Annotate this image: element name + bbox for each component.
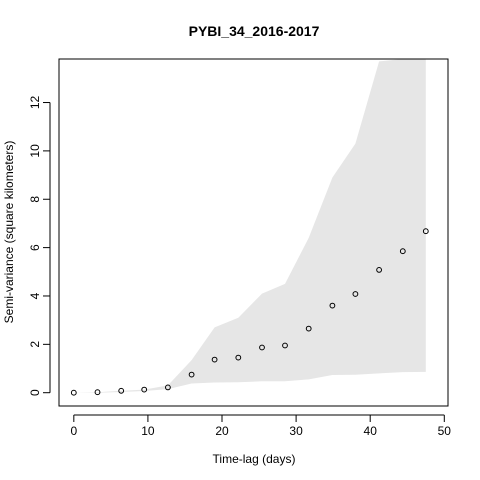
x-tick-label: 20 [215, 424, 229, 438]
semivariance-point [329, 302, 336, 309]
semivariance-point [422, 228, 429, 235]
y-axis-label: Semi-variance (square kilometers) [2, 141, 16, 324]
x-tick-label: 0 [70, 424, 77, 438]
semivariance-point [305, 325, 312, 332]
semivariance-point [165, 384, 171, 391]
y-tick-label: 2 [28, 341, 42, 348]
chart-title: PYBI_34_2016-2017 [189, 23, 320, 39]
semivariance-point [352, 291, 359, 297]
x-axis: 0 10 20 30 40 50 [70, 414, 452, 438]
confidence-envelope [73, 59, 426, 393]
y-tick-label: 0 [28, 389, 42, 396]
x-axis-label: Time-lag (days) [213, 452, 296, 466]
semivariance-point [118, 387, 125, 394]
y-axis: 0 2 4 6 8 10 12 [28, 96, 51, 396]
semivariance-point [188, 371, 195, 378]
semivariance-point [94, 389, 101, 396]
plot-area [70, 59, 429, 396]
y-tick-label: 4 [28, 292, 42, 299]
plot-frame [58, 58, 449, 407]
y-tick-label: 6 [28, 244, 42, 251]
semivariance-point [376, 267, 383, 273]
semivariance-point [211, 356, 218, 363]
x-tick-label: 40 [364, 424, 378, 438]
semivariance-point [235, 354, 242, 361]
semivariance-point [399, 248, 406, 255]
semivariance-point [70, 389, 77, 396]
semivariance-point [259, 344, 265, 351]
semivariance-point [141, 386, 148, 393]
x-tick-label: 10 [141, 424, 155, 438]
semivariance-point [282, 342, 288, 349]
y-tick-label: 8 [28, 196, 42, 203]
x-tick-label: 30 [289, 424, 303, 438]
y-tick-label: 10 [28, 144, 42, 158]
x-tick-label: 50 [438, 424, 452, 438]
y-tick-label: 12 [28, 96, 42, 110]
